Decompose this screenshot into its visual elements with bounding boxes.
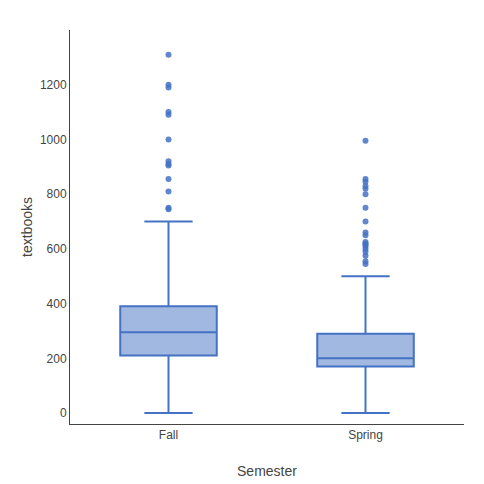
svg-text:200: 200 — [47, 352, 67, 366]
svg-text:400: 400 — [47, 297, 67, 311]
svg-text:textbooks: textbooks — [19, 197, 35, 257]
svg-text:Spring: Spring — [348, 428, 383, 442]
svg-text:1200: 1200 — [40, 78, 67, 92]
svg-text:Semester: Semester — [237, 463, 297, 479]
svg-text:1000: 1000 — [40, 133, 67, 147]
svg-text:0: 0 — [60, 406, 67, 420]
svg-text:Fall: Fall — [159, 428, 178, 442]
svg-text:800: 800 — [47, 187, 67, 201]
svg-text:600: 600 — [47, 242, 67, 256]
